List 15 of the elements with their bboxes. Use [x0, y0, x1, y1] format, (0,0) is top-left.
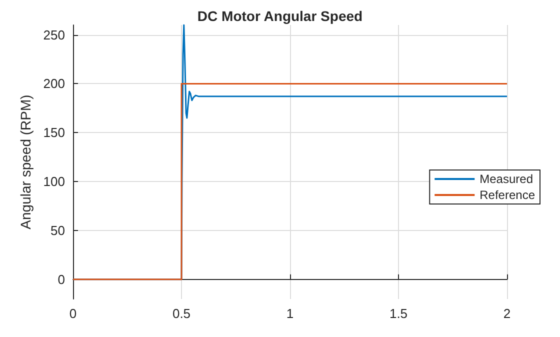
- y-tick-label: 200: [43, 76, 65, 92]
- y-tick-label: 0: [58, 272, 65, 287]
- x-tick-label: 0: [69, 306, 77, 321]
- y-axis-title: Angular speed (RPM): [17, 94, 34, 230]
- x-tick-label: 1: [286, 306, 294, 321]
- x-tick-label: 0.5: [172, 306, 191, 321]
- y-tick-label: 100: [43, 174, 65, 190]
- legend-label: Reference: [480, 188, 536, 202]
- chart-title: DC Motor Angular Speed: [197, 8, 363, 24]
- x-tick-label: 1.5: [389, 306, 408, 321]
- x-tick-label: 2: [503, 306, 511, 321]
- y-tick-label: 50: [50, 223, 65, 238]
- y-tick-label: 250: [43, 27, 65, 42]
- legend-label: Measured: [480, 172, 534, 186]
- y-tick-label: 150: [43, 125, 65, 140]
